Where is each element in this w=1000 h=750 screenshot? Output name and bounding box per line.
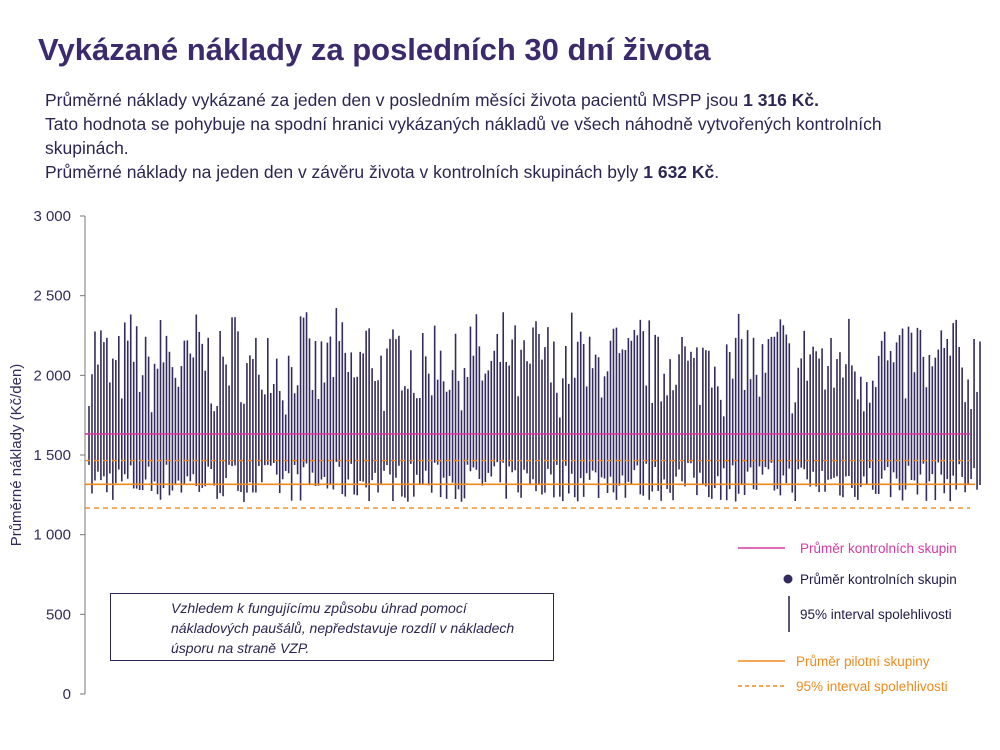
- legend-label: 95% interval spolehlivosti: [800, 607, 952, 622]
- intro-line-2: Tato hodnota se pohybuje na spodní hrani…: [45, 114, 882, 158]
- reference-lines: [85, 433, 975, 509]
- pilot-mean-value: 1 316 Kč.: [743, 90, 819, 110]
- legend-dot-swatch: [783, 574, 793, 584]
- confidence-intervals: [88, 308, 981, 502]
- legend: Průměr kontrolních skupin Průměr kontroln…: [738, 541, 957, 694]
- y-axis-ticks: 0 500 1 000 1 500 2 000 2 500 3 000: [33, 208, 86, 703]
- y-tick-label: 2 000: [33, 367, 71, 384]
- intro-line-1-text: Průměrné náklady vykázané za jeden den v…: [45, 90, 744, 110]
- note-box: Vzhledem k fungujícímu způsobu úhrad pom…: [110, 593, 554, 661]
- legend-label: Průměr pilotní skupiny: [796, 654, 930, 669]
- control-mean-value: 1 632 Kč: [643, 162, 715, 182]
- y-tick-label: 0: [63, 686, 71, 703]
- intro-line-1: Průměrné náklady vykázané za jeden den v…: [45, 88, 945, 112]
- intro-line-3-suffix: .: [714, 162, 720, 182]
- y-tick-label: 3 000: [33, 208, 71, 225]
- intro-text: Průměrné náklady vykázané za jeden den v…: [45, 88, 945, 184]
- y-tick-label: 1 000: [33, 527, 71, 544]
- y-tick-label: 500: [46, 606, 71, 623]
- page-title: Vykázané náklady za posledních 30 dní ži…: [38, 32, 711, 67]
- intro-line-3: Průměrné náklady na jeden den v závěru ž…: [45, 160, 945, 184]
- y-axis-label: Průměrné náklady (Kč/den): [8, 364, 25, 547]
- legend-label: Průměr kontrolních skupin: [800, 541, 957, 556]
- y-tick-label: 1 500: [33, 447, 71, 464]
- legend-label: 95% interval spolehlivosti: [796, 679, 948, 694]
- intro-line-3-text: Průměrné náklady na jeden den v závěru ž…: [45, 162, 644, 182]
- legend-label: Průměr kontrolních skupin: [800, 572, 957, 587]
- y-tick-label: 2 500: [33, 288, 71, 305]
